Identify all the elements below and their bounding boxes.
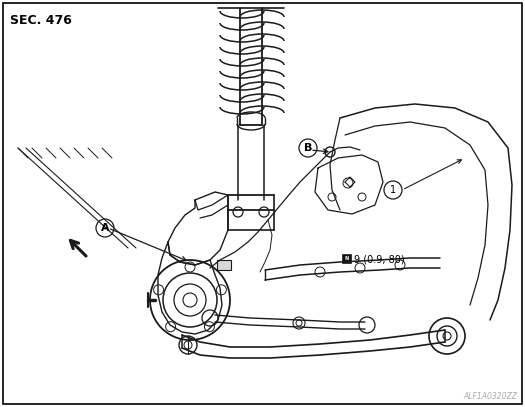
Text: SEC. 476: SEC. 476 xyxy=(10,14,72,27)
Bar xyxy=(217,260,231,270)
Text: ALF1A0320ZZ: ALF1A0320ZZ xyxy=(463,392,517,401)
Text: B: B xyxy=(304,143,312,153)
Text: A: A xyxy=(101,223,109,233)
Bar xyxy=(342,254,351,263)
Text: N: N xyxy=(344,256,349,262)
Text: 1: 1 xyxy=(390,185,396,195)
Text: 9 (0.9, 80): 9 (0.9, 80) xyxy=(354,254,405,264)
